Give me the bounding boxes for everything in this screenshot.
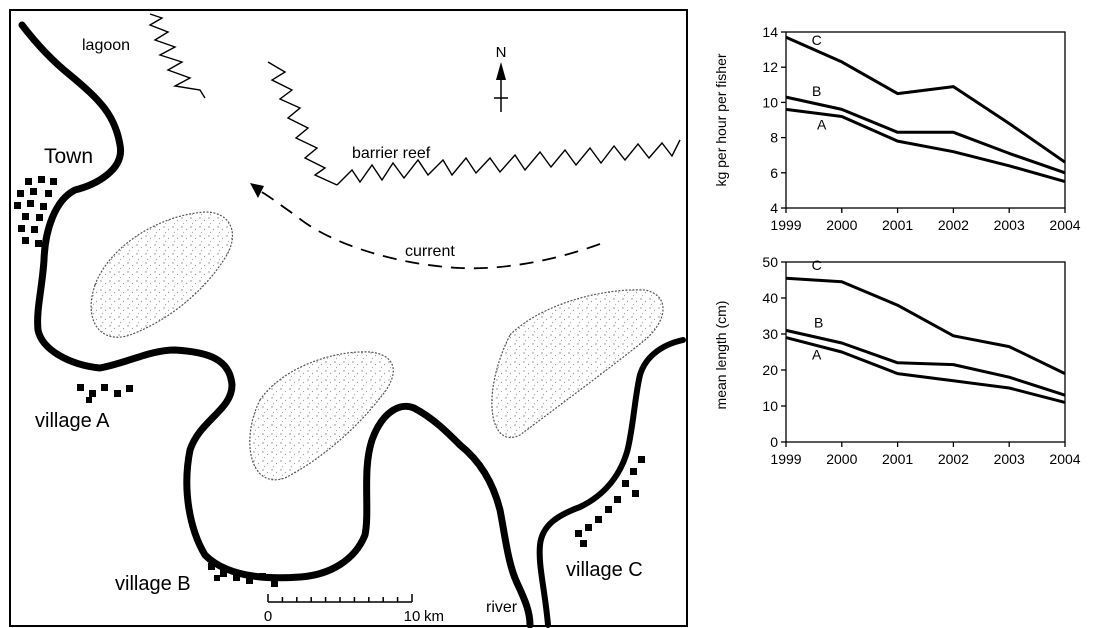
y-tick-label: 50: [762, 254, 778, 270]
x-tick-label: 2004: [1049, 217, 1080, 233]
y-tick-label: 4: [770, 200, 778, 216]
village-b-label: village B: [115, 573, 191, 595]
plot-area: [785, 261, 1066, 443]
village-a-label: village A: [35, 410, 110, 432]
x-tick-label: 2001: [882, 217, 913, 233]
lagoon-map: N: [9, 9, 688, 628]
river-label: river: [486, 599, 518, 616]
y-tick-label: 10: [762, 94, 778, 110]
x-tick-label: 1999: [770, 451, 801, 467]
series-line-B: [785, 95, 1066, 175]
river-bank: [536, 337, 686, 628]
chart1-ylabel: kg per hour per fisher: [713, 53, 729, 186]
series-label-C: C: [812, 32, 822, 48]
reef-segment: [336, 139, 681, 186]
y-tick-label: 40: [762, 290, 778, 306]
barrier-reef-label: barrier reef: [352, 145, 431, 162]
map-frame: [9, 9, 688, 627]
plot-area: [785, 31, 1066, 209]
settlement-town: [14, 176, 57, 247]
scale-end-label: 10: [404, 608, 421, 625]
x-tick-label: 2002: [938, 451, 969, 467]
reef-segment: [148, 13, 206, 99]
x-tick-label: 2000: [826, 451, 857, 467]
x-tick-label: 2003: [994, 451, 1025, 467]
series-line-B: [785, 328, 1066, 397]
x-tick-label: 1999: [770, 217, 801, 233]
settlement-village-b: [208, 563, 278, 587]
coastline: [18, 21, 534, 628]
current-arrow: [257, 189, 601, 270]
village-c-label: village C: [566, 559, 643, 581]
x-tick-label: 2000: [826, 217, 857, 233]
town-label: Town: [44, 145, 93, 168]
x-tick-label: 2004: [1049, 451, 1080, 467]
y-tick-label: 6: [770, 165, 778, 181]
series-label-B: B: [812, 83, 821, 99]
series-label-A: A: [817, 116, 827, 132]
y-tick-label: 0: [770, 434, 778, 450]
settlement-village-a: [77, 384, 133, 403]
x-tick-label: 2003: [994, 217, 1025, 233]
y-tick-label: 20: [762, 362, 778, 378]
settlement-village-c: [575, 456, 645, 547]
north-arrow-icon: [494, 62, 508, 112]
island-icon: [491, 289, 664, 438]
y-tick-label: 8: [770, 130, 778, 146]
series-line-C: [785, 35, 1066, 164]
y-tick-label: 10: [762, 398, 778, 414]
lagoon-label: lagoon: [82, 37, 130, 54]
mean-length-chart: mean length (cm) 0 10 20 30 40 50 1999 2000 2001…: [713, 254, 1081, 467]
y-tick-label: 12: [762, 59, 778, 75]
series-line-C: [785, 276, 1066, 375]
series-line-A: [785, 107, 1066, 184]
y-tick-label: 14: [762, 24, 778, 40]
series-label-A: A: [812, 347, 822, 363]
island-icon: [249, 351, 394, 481]
island-icon: [90, 211, 234, 338]
north-label: N: [496, 44, 507, 61]
series-line-A: [785, 336, 1066, 404]
series-label-B: B: [814, 314, 823, 330]
scale-bar: [267, 594, 413, 603]
scale-start-label: 0: [264, 608, 272, 625]
chart2-ylabel: mean length (cm): [713, 301, 729, 410]
x-tick-label: 2001: [882, 451, 913, 467]
catch-rate-chart: kg per hour per fisher 4 6 8 10 12 14 1999 2000…: [713, 24, 1081, 233]
x-tick-label: 2002: [938, 217, 969, 233]
y-tick-label: 30: [762, 326, 778, 342]
reef-segment: [267, 61, 338, 186]
current-label: current: [405, 243, 455, 260]
series-label-C: C: [812, 257, 822, 273]
current-arrowhead-icon: [250, 183, 264, 198]
scale-unit-label: km: [424, 608, 444, 625]
